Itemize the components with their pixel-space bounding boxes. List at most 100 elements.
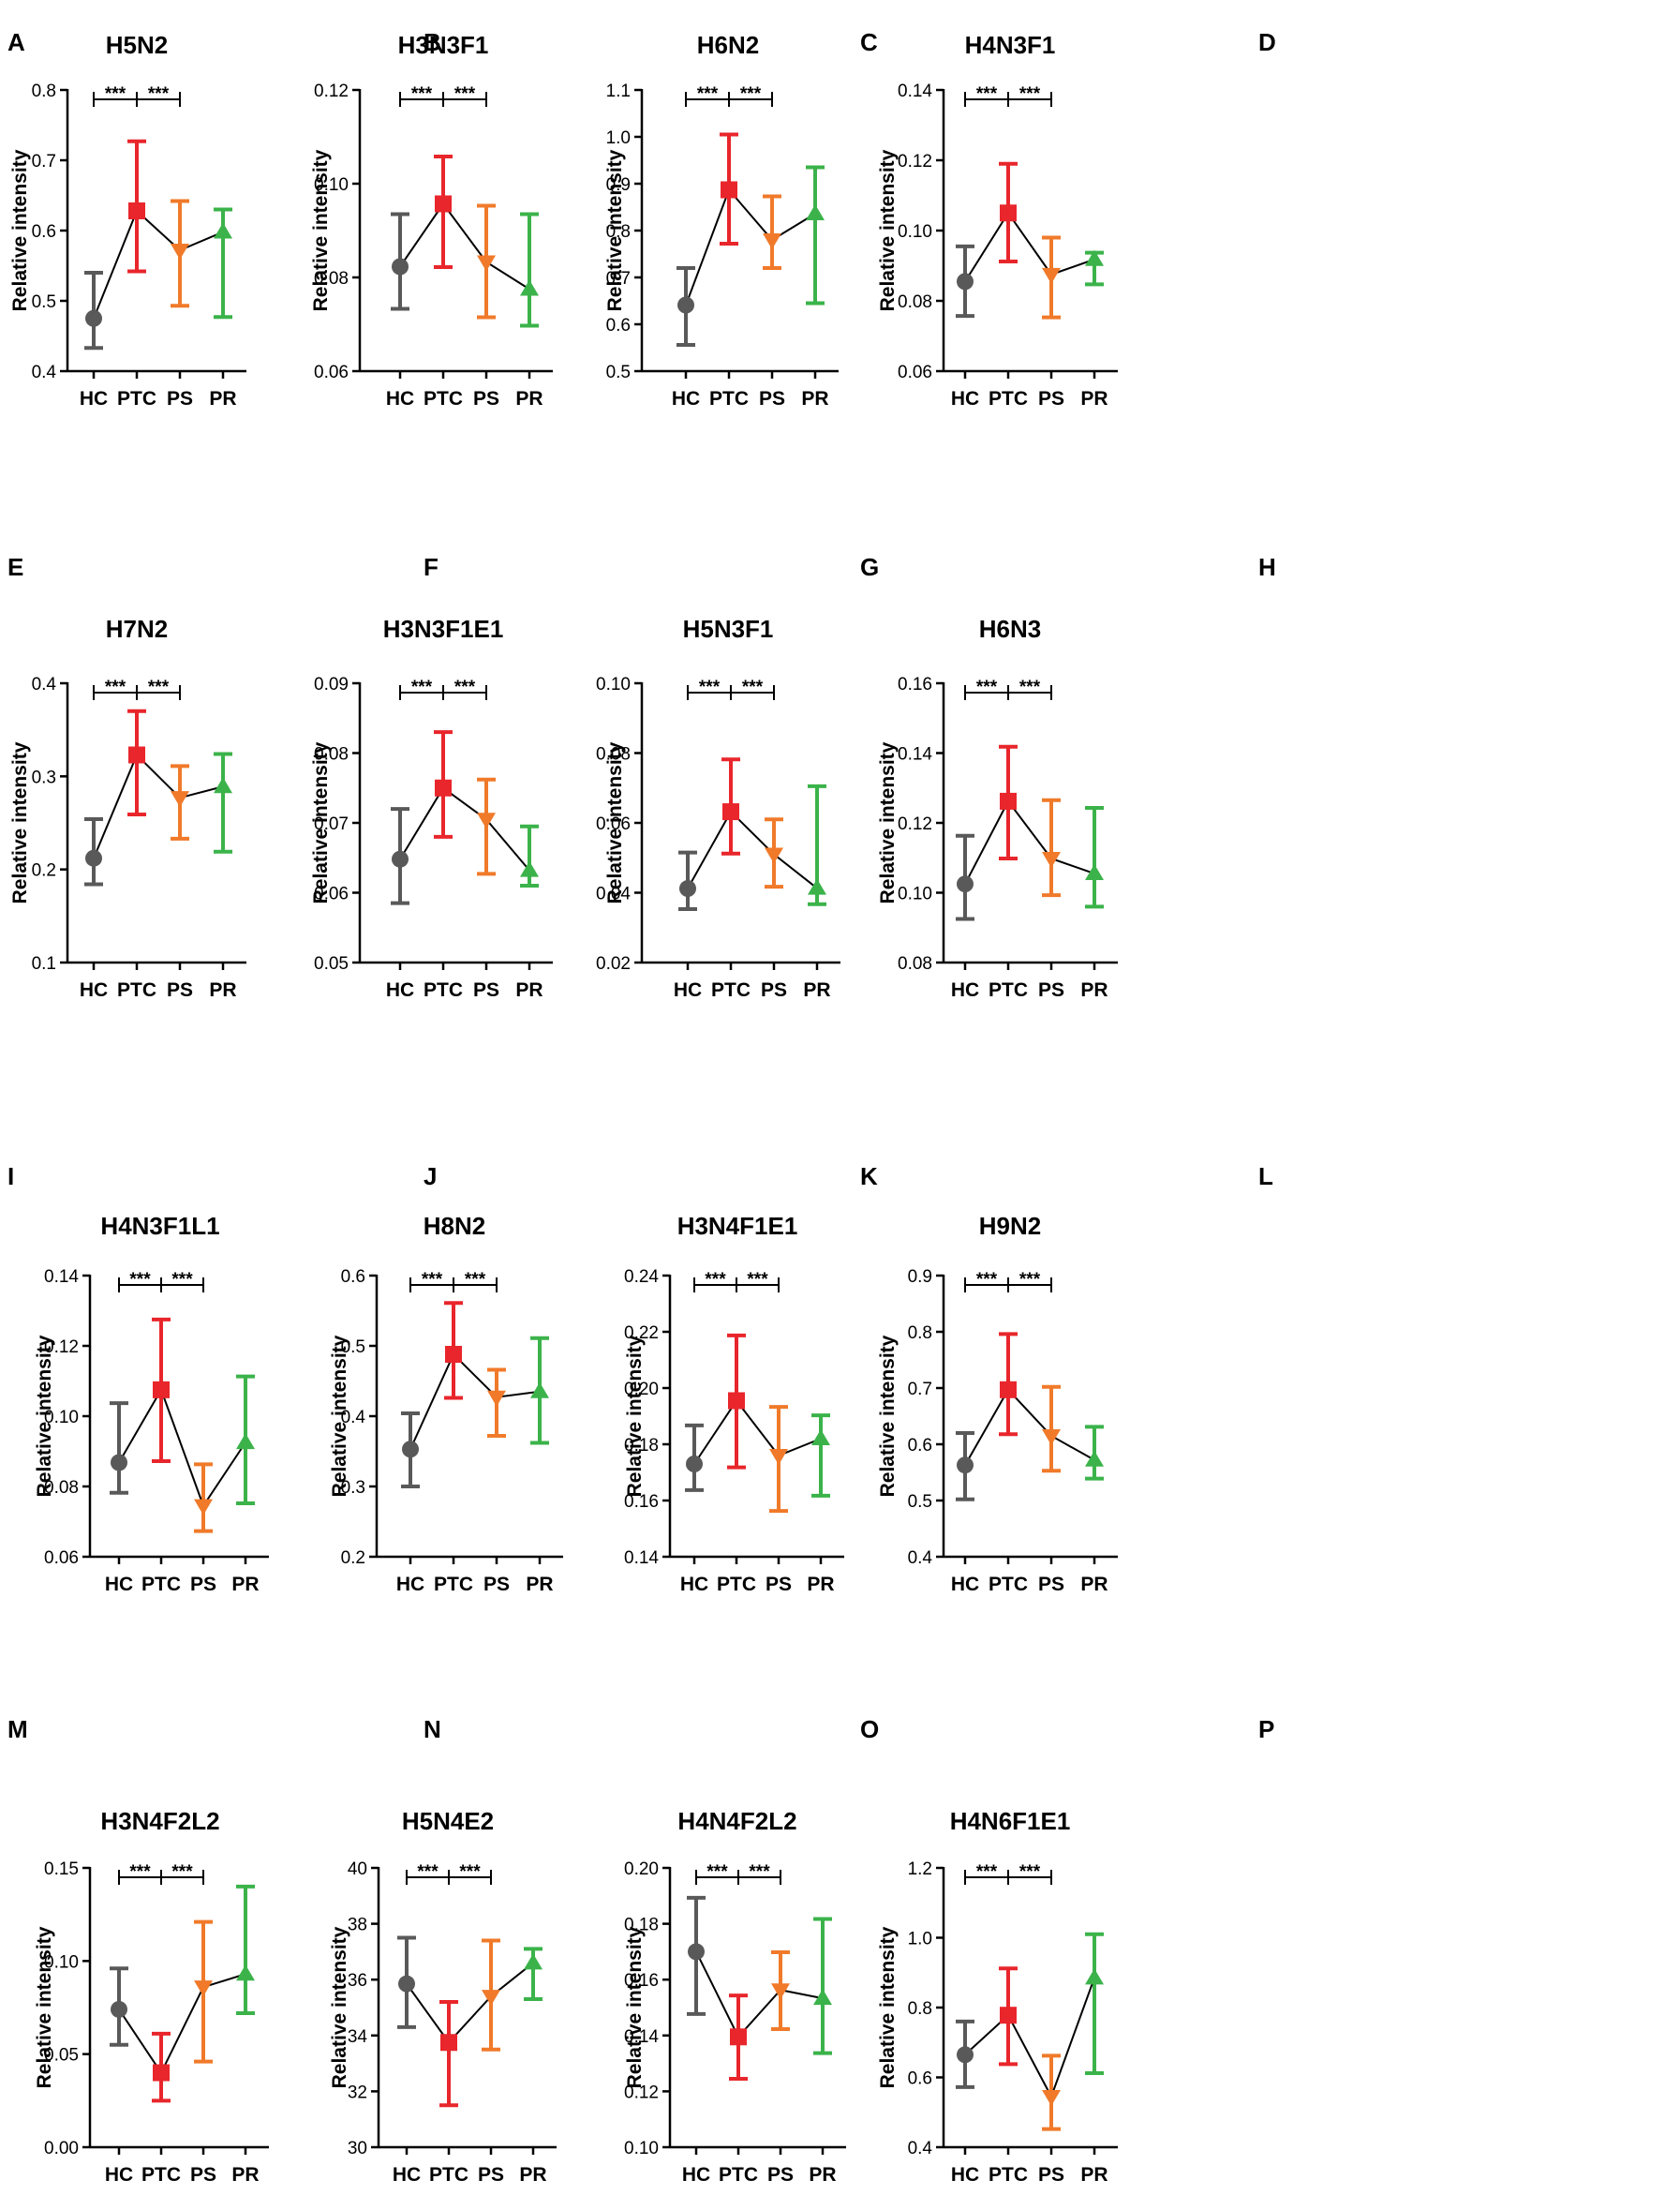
significance-bracket: *** *** (118, 1270, 204, 1292)
panel-letter: K (860, 1162, 878, 1190)
x-tick-label-hc: HC (105, 2164, 133, 2186)
point-pr (1085, 249, 1104, 266)
x-tick-label-ps: PS (1038, 388, 1064, 410)
panel-a: A H5N2 0.4 0.5 0.6 0.7 0.8 HC PTC PS PR Relative in… (7, 28, 246, 410)
significance-bracket: *** *** (93, 84, 181, 107)
x-tick-label-ptc: PTC (717, 1574, 756, 1595)
y-tick-label: 30 (348, 2139, 367, 2158)
x-tick-label-ps: PS (473, 979, 499, 1001)
x-tick-label-ptc: PTC (429, 2164, 468, 2186)
chart-title: H8N2 (424, 1212, 485, 1240)
panel-letter: A (7, 28, 25, 56)
significance-label: *** (740, 84, 762, 104)
y-tick-label: 0.8 (606, 222, 631, 242)
x-tick-label-hc: HC (386, 979, 414, 1001)
panel-m: M H3N4F2L2 0.00 0.05 0.10 0.15 HC PTC PS PR Relati… (7, 1715, 269, 2186)
point-pr (214, 777, 232, 794)
x-tick-label-ptc: PTC (989, 388, 1028, 410)
significance-label: *** (742, 678, 764, 697)
significance-label: *** (976, 84, 998, 104)
significance-label: *** (129, 1270, 151, 1290)
x-tick-label-pr: PR (515, 388, 543, 410)
point-hc (686, 1456, 703, 1472)
y-tick-label: 0.5 (908, 1492, 932, 1512)
panel-letter: I (7, 1162, 14, 1190)
y-tick-label: 1.0 (908, 1930, 932, 1949)
panel-letter: H (1258, 553, 1276, 581)
x-tick-label-hc: HC (682, 2164, 710, 2186)
significance-bracket: *** *** (399, 678, 487, 700)
error-bar-pr (811, 1413, 830, 1498)
point-ps (477, 255, 496, 272)
point-ps (477, 813, 496, 829)
significance-label: *** (747, 1270, 768, 1290)
x-tick-label-ptc: PTC (711, 979, 751, 1001)
x-tick-label-pr: PR (1080, 388, 1108, 410)
x-tick-label-ptc: PTC (424, 979, 463, 1001)
point-ptc (435, 195, 452, 213)
point-hc (957, 1456, 974, 1474)
point-ps (1042, 267, 1061, 284)
y-tick-label: 0.12 (44, 1337, 79, 1357)
chart-title: H6N2 (697, 31, 759, 59)
error-bar-ps (1042, 798, 1061, 898)
y-tick-label: 0.4 (32, 675, 57, 694)
y-tick-label: 0.4 (908, 2139, 933, 2158)
significance-label: *** (417, 1862, 439, 1882)
panel-o: O H4N4F2L2 0.10 0.12 0.14 0.16 0.18 0.20 HC PTC PS… (624, 1715, 879, 2186)
x-tick-label-ps: PS (473, 388, 499, 410)
significance-label: *** (148, 678, 170, 697)
point-ptc (128, 746, 145, 764)
point-ptc (435, 779, 452, 797)
x-tick-label-hc: HC (80, 979, 108, 1001)
significance-label: *** (465, 1270, 486, 1290)
significance-bracket: *** *** (406, 1862, 492, 1885)
chart-title: H4N6F1E1 (950, 1807, 1071, 1835)
point-ptc (1000, 1381, 1017, 1398)
point-ps (171, 791, 189, 808)
panel-j: J H8N2 0.2 0.3 0.4 0.5 0.6 HC PTC PS PR Relative in… (329, 1162, 563, 1595)
panel-letter: C (860, 28, 878, 56)
y-tick-label: 0.4 (32, 363, 57, 382)
y-tick-label: 0.12 (314, 82, 349, 101)
y-tick-label: 0.16 (898, 675, 932, 694)
point-ptc (153, 2064, 170, 2082)
x-tick-label-ptc: PTC (989, 1574, 1028, 1595)
point-ps (769, 1449, 788, 1465)
y-axis-title: Relative intensity (604, 741, 626, 903)
x-tick-label-ptc: PTC (989, 2164, 1028, 2186)
x-tick-label-ptc: PTC (117, 388, 156, 410)
significance-label: *** (976, 1862, 998, 1882)
x-tick-label-ps: PS (483, 1574, 510, 1595)
y-axis-title: Relative intensity (9, 741, 31, 903)
x-tick-label-ptc: PTC (117, 979, 156, 1001)
mean-line (685, 187, 816, 306)
chart-title: H4N3F1L1 (100, 1212, 219, 1240)
x-tick-label-ps: PS (767, 2164, 794, 2186)
mean-line (93, 209, 224, 320)
x-tick-label-hc: HC (674, 979, 702, 1001)
panel-k: K H3N4F1E1 0.14 0.16 0.18 0.20 0.22 0.24 HC PTC PS… (624, 1162, 878, 1595)
mean-line (695, 1950, 824, 2039)
x-tick-label-ptc: PTC (989, 979, 1028, 1001)
y-tick-label: 0.10 (44, 1408, 79, 1427)
error-bar-ps (763, 194, 781, 270)
significance-label: *** (171, 1862, 193, 1882)
point-pr (236, 1433, 255, 1450)
x-tick-label-ps: PS (167, 388, 193, 410)
y-tick-label: 0.07 (314, 814, 349, 834)
significance-label: *** (699, 678, 721, 697)
chart-title: H5N4E2 (402, 1807, 494, 1835)
significance-label: *** (976, 678, 998, 697)
y-tick-label: 0.12 (898, 814, 932, 834)
y-tick-label: 0.6 (341, 1267, 365, 1287)
y-tick-label: 0.14 (898, 82, 932, 101)
point-hc (85, 309, 102, 327)
y-tick-label: 0.15 (44, 1859, 79, 1879)
mean-line (118, 1973, 246, 2075)
y-tick-label: 0.4 (341, 1408, 366, 1427)
point-ps (1042, 2089, 1061, 2106)
y-tick-label: 0.14 (624, 2027, 659, 2047)
chart-title: H3N3F1 (398, 31, 489, 59)
